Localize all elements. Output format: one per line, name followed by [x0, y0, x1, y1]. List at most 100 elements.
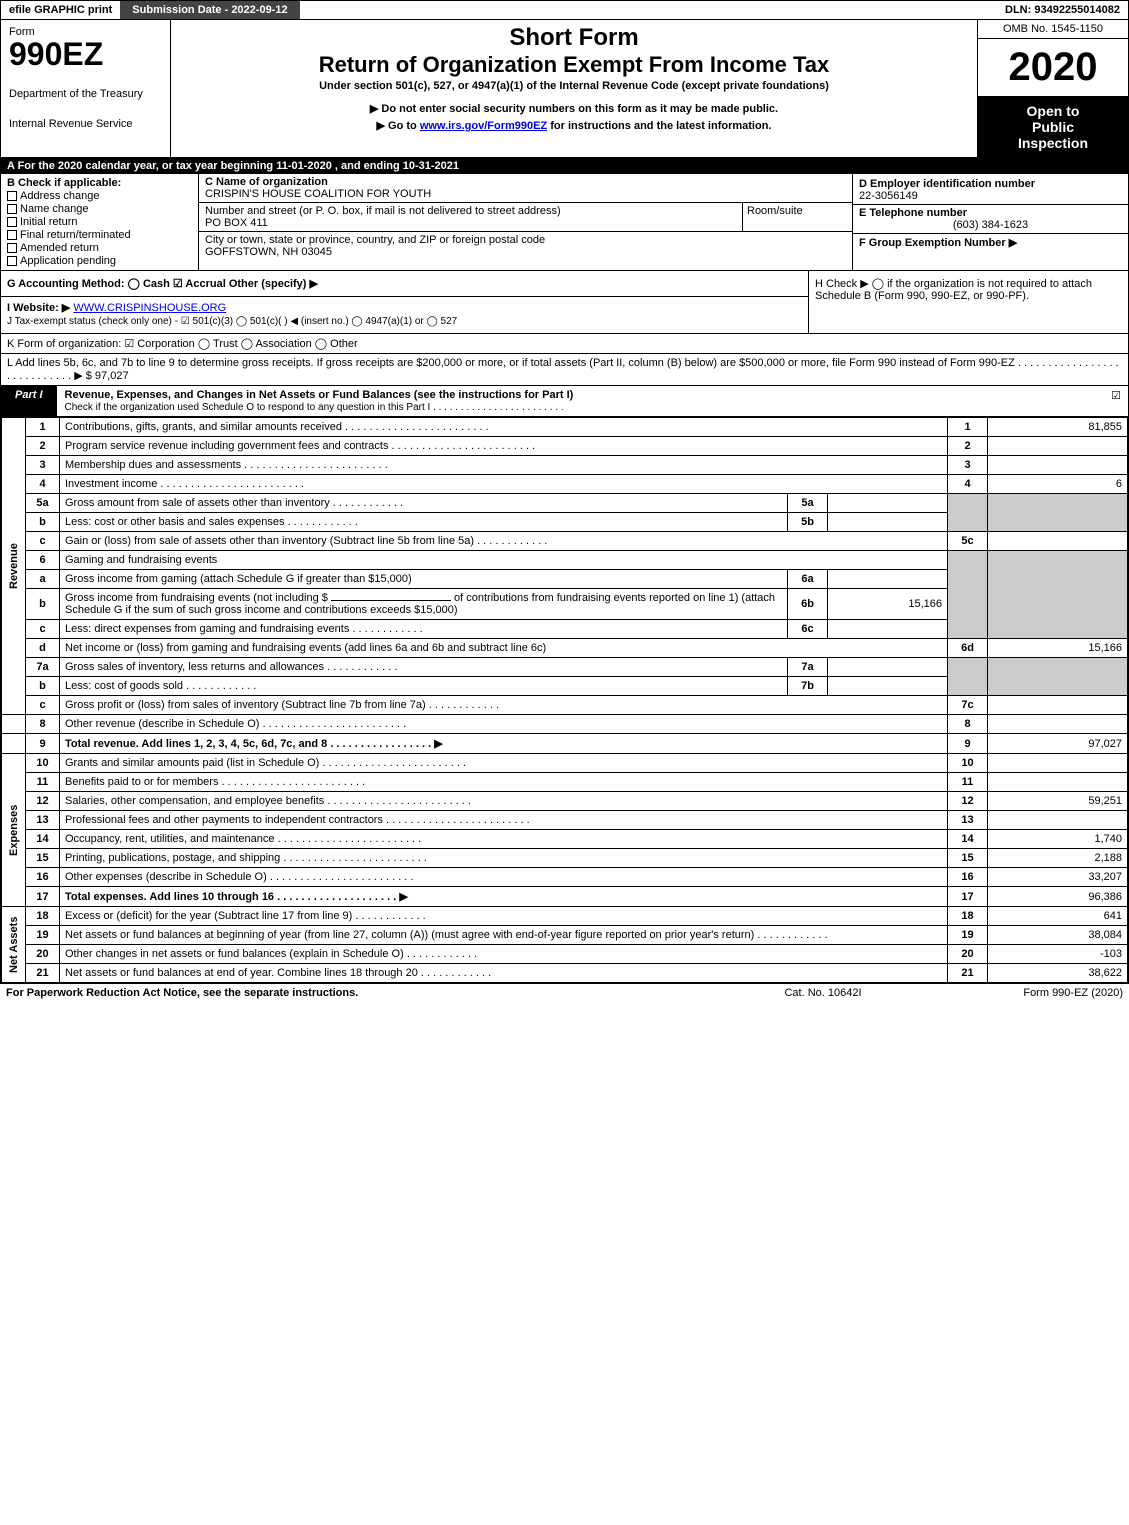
irs-link[interactable]: www.irs.gov/Form990EZ	[420, 120, 547, 132]
part-1-check[interactable]: ☑	[1104, 386, 1128, 416]
page-footer: For Paperwork Reduction Act Notice, see …	[0, 984, 1129, 1002]
form-title: Return of Organization Exempt From Incom…	[181, 52, 967, 78]
table-row: c Gross profit or (loss) from sales of i…	[2, 696, 1128, 715]
g-accounting: G Accounting Method: ◯ Cash ☑ Accrual Ot…	[1, 271, 808, 333]
inspect-3: Inspection	[982, 135, 1124, 151]
c-street-row: Number and street (or P. O. box, if mail…	[199, 203, 852, 232]
line-1-value: 81,855	[988, 418, 1128, 437]
k-line: K Form of organization: ☑ Corporation ◯ …	[1, 334, 1128, 354]
header-left: Form 990EZ Department of the Treasury In…	[1, 20, 171, 157]
table-row: 5a Gross amount from sale of assets othe…	[2, 494, 1128, 513]
c-name-row: C Name of organization CRISPIN'S HOUSE C…	[199, 174, 852, 203]
goto-line: ▶ Go to www.irs.gov/Form990EZ for instru…	[181, 119, 967, 132]
org-name: CRISPIN'S HOUSE COALITION FOR YOUTH	[205, 188, 431, 200]
table-row: 11 Benefits paid to or for members 11	[2, 773, 1128, 792]
section-def: D Employer identification number 22-3056…	[853, 174, 1128, 270]
line-13-value	[988, 811, 1128, 830]
ein-value: 22-3056149	[859, 190, 918, 202]
table-row: 7a Gross sales of inventory, less return…	[2, 658, 1128, 677]
table-row: 19 Net assets or fund balances at beginn…	[2, 926, 1128, 945]
line-5c-value	[988, 532, 1128, 551]
header: Form 990EZ Department of the Treasury In…	[1, 20, 1128, 158]
footer-left: For Paperwork Reduction Act Notice, see …	[6, 987, 723, 999]
table-row: 9 Total revenue. Add lines 1, 2, 3, 4, 5…	[2, 734, 1128, 754]
h-schedule-b: H Check ▶ ◯ if the organization is not r…	[808, 271, 1128, 333]
b-amended[interactable]: Amended return	[7, 242, 192, 254]
f-label: F Group Exemption Number ▶	[859, 237, 1017, 249]
d-label: D Employer identification number	[859, 178, 1035, 190]
l-line: L Add lines 5b, 6c, and 7b to line 9 to …	[1, 354, 1128, 386]
line-16-value: 33,207	[988, 868, 1128, 887]
phone-value: (603) 384-1623	[859, 219, 1122, 231]
b-pending[interactable]: Application pending	[7, 255, 192, 267]
tax-year: 2020	[978, 39, 1128, 97]
line-a-period: A For the 2020 calendar year, or tax yea…	[1, 158, 1128, 174]
line-19-value: 38,084	[988, 926, 1128, 945]
b-addr-change[interactable]: Address change	[7, 190, 192, 202]
street-value: PO BOX 411	[205, 217, 268, 229]
part-1-header: Part I Revenue, Expenses, and Changes in…	[1, 386, 1128, 417]
f-group-row: F Group Exemption Number ▶	[853, 234, 1128, 251]
dept-irs: Internal Revenue Service	[9, 118, 162, 130]
line-11-value	[988, 773, 1128, 792]
d-ein-row: D Employer identification number 22-3056…	[853, 176, 1128, 205]
website-link[interactable]: WWW.CRISPINSHOUSE.ORG	[73, 302, 226, 314]
table-row: 17 Total expenses. Add lines 10 through …	[2, 887, 1128, 907]
table-row: 20 Other changes in net assets or fund b…	[2, 945, 1128, 964]
e-label: E Telephone number	[859, 207, 967, 219]
j-tax-exempt: J Tax-exempt status (check only one) - ☑…	[7, 314, 802, 327]
line-20-value: -103	[988, 945, 1128, 964]
submission-date: Submission Date - 2022-09-12	[120, 1, 299, 19]
line-7a-value	[828, 658, 948, 677]
line-10-value	[988, 754, 1128, 773]
dept-treasury: Department of the Treasury	[9, 88, 162, 100]
e-phone-row: E Telephone number (603) 384-1623	[853, 205, 1128, 234]
inspect-2: Public	[982, 119, 1124, 135]
form-990ez: efile GRAPHIC print Submission Date - 20…	[0, 0, 1129, 984]
gh-row: G Accounting Method: ◯ Cash ☑ Accrual Ot…	[1, 271, 1128, 334]
ssn-warning: ▶ Do not enter social security numbers o…	[181, 102, 967, 115]
table-row: 3 Membership dues and assessments 3	[2, 456, 1128, 475]
line-6d-value: 15,166	[988, 639, 1128, 658]
header-center: Short Form Return of Organization Exempt…	[171, 20, 978, 157]
i-website-row: I Website: ▶ WWW.CRISPINSHOUSE.ORG	[7, 297, 802, 314]
b-name-change[interactable]: Name change	[7, 203, 192, 215]
table-row: 6 Gaming and fundraising events	[2, 551, 1128, 570]
footer-form: Form 990-EZ (2020)	[923, 987, 1123, 999]
footer-catno: Cat. No. 10642I	[723, 987, 923, 999]
line-21-value: 38,622	[988, 964, 1128, 983]
table-row: 2 Program service revenue including gove…	[2, 437, 1128, 456]
line-6a-value	[828, 570, 948, 589]
line-6c-value	[828, 620, 948, 639]
table-row: 21 Net assets or fund balances at end of…	[2, 964, 1128, 983]
table-row: 15 Printing, publications, postage, and …	[2, 849, 1128, 868]
open-public-inspection: Open to Public Inspection	[978, 97, 1128, 157]
b-initial[interactable]: Initial return	[7, 216, 192, 228]
table-row: d Net income or (loss) from gaming and f…	[2, 639, 1128, 658]
side-expenses: Expenses	[2, 754, 26, 907]
c-label: C Name of organization	[205, 176, 328, 188]
table-row: Expenses 10 Grants and similar amounts p…	[2, 754, 1128, 773]
under-section: Under section 501(c), 527, or 4947(a)(1)…	[181, 80, 967, 92]
goto-pre: ▶ Go to	[377, 120, 420, 132]
line-12-value: 59,251	[988, 792, 1128, 811]
line-3-value	[988, 456, 1128, 475]
room-label: Room/suite	[747, 205, 803, 217]
part-1-tab: Part I	[1, 386, 57, 416]
line-17-value: 96,386	[988, 887, 1128, 907]
table-row: 12 Salaries, other compensation, and emp…	[2, 792, 1128, 811]
line-18-value: 641	[988, 907, 1128, 926]
b-final[interactable]: Final return/terminated	[7, 229, 192, 241]
top-bar: efile GRAPHIC print Submission Date - 20…	[1, 1, 1128, 20]
line-9-value: 97,027	[988, 734, 1128, 754]
table-row: 14 Occupancy, rent, utilities, and maint…	[2, 830, 1128, 849]
line-5b-value	[828, 513, 948, 532]
goto-post: for instructions and the latest informat…	[547, 120, 771, 132]
line-4-value: 6	[988, 475, 1128, 494]
form-number: 990EZ	[9, 38, 162, 70]
line-2-value	[988, 437, 1128, 456]
city-value: GOFFSTOWN, NH 03045	[205, 246, 332, 258]
bcdef-block: B Check if applicable: Address change Na…	[1, 174, 1128, 271]
line-15-value: 2,188	[988, 849, 1128, 868]
c-city-row: City or town, state or province, country…	[199, 232, 852, 260]
